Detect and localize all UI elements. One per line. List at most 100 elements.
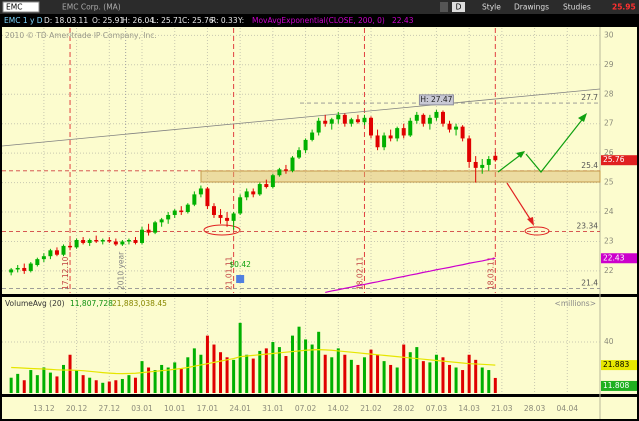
y-tick-label: 28: [604, 89, 614, 98]
event-label: 18.02.11: [355, 256, 364, 290]
volume-box: [601, 380, 637, 391]
volume-bar: [376, 354, 380, 393]
price-level-label: 27.7: [581, 93, 598, 102]
volume-bar: [343, 354, 347, 393]
candle-body: [454, 126, 459, 130]
price-box-label: 25.76: [603, 155, 625, 164]
aggregation[interactable]: D: [456, 3, 462, 12]
y-tick-label: 29: [604, 60, 614, 69]
arrow: [497, 152, 524, 173]
candle-body: [427, 117, 432, 124]
volume-bar: [310, 344, 314, 393]
candle-body: [375, 135, 380, 148]
candle-body: [225, 217, 230, 221]
dividend-label: $0.42: [229, 260, 251, 269]
volume-bar: [88, 377, 92, 393]
volume-bar: [362, 357, 366, 393]
volume-bar: [264, 348, 268, 393]
candle-body: [231, 213, 236, 221]
candle-body: [146, 229, 151, 233]
y-tick-label: 22: [604, 266, 614, 275]
candle-body: [310, 132, 315, 140]
candle-body: [323, 120, 328, 124]
ema-box: [601, 253, 637, 264]
volume-bar: [22, 380, 26, 393]
candle-body: [113, 241, 118, 245]
arrow: [506, 182, 533, 223]
candle-body: [238, 197, 243, 214]
volume-bar: [219, 352, 223, 393]
volume-bar: [94, 380, 98, 393]
volume-bar: [173, 362, 177, 393]
candle-body: [257, 184, 262, 195]
annotation-box: [418, 94, 454, 106]
aggregation-box[interactable]: [452, 2, 465, 12]
candle-body: [159, 219, 164, 223]
candle-body: [480, 164, 485, 168]
volume-bar: [336, 348, 340, 393]
last-price: 25.95: [612, 3, 636, 12]
x-tick-label: 10.01: [164, 404, 186, 413]
volume-bar: [389, 364, 393, 393]
volume-bar: [317, 331, 321, 393]
x-tick-label: 28.03: [524, 404, 546, 413]
candle-body: [277, 169, 282, 176]
volume-bar: [107, 381, 111, 393]
annotation: H: 27.47: [420, 95, 452, 104]
candle-body: [467, 138, 472, 162]
candle-body: [362, 117, 367, 123]
candle-body: [349, 119, 354, 124]
candle-body: [342, 114, 347, 124]
candle-body: [133, 240, 138, 243]
volume-bar: [75, 370, 79, 393]
year-label: 2010 year: [117, 251, 126, 290]
volume-bar: [258, 350, 262, 393]
volume-bar: [212, 344, 216, 393]
arrowhead: [516, 151, 525, 158]
x-tick-label: 27.12: [99, 404, 121, 413]
candle-body: [94, 240, 99, 242]
header-label: H: 26.04: [122, 16, 154, 25]
candle-body: [54, 250, 59, 255]
volume-bar: [330, 357, 334, 393]
candle-body: [336, 114, 341, 120]
symbol-box[interactable]: [2, 1, 40, 13]
toolbar-button[interactable]: Drawings: [514, 3, 549, 12]
volume-bar: [297, 326, 301, 393]
volume-bar: [428, 362, 432, 393]
volume-bar: [474, 359, 478, 393]
avg-box: [601, 360, 637, 371]
symbol[interactable]: EMC: [6, 3, 22, 12]
candle-body: [434, 111, 439, 118]
volume-header: 21,883,038.45: [112, 299, 167, 308]
x-tick-label: 21.02: [360, 404, 382, 413]
candle-body: [486, 159, 491, 165]
support-zone: [200, 170, 601, 183]
x-tick-label: 21.03: [491, 404, 513, 413]
y-tick-label: 30: [604, 30, 614, 39]
volume-bar: [101, 382, 105, 393]
ema-box-label: 22.43: [603, 253, 625, 262]
candle-body: [395, 128, 400, 139]
candle-body: [179, 210, 184, 213]
candle-body: [401, 128, 406, 136]
candle-body: [421, 114, 426, 124]
volume-bar: [441, 357, 445, 393]
volume-bar: [81, 375, 85, 393]
volume-bar: [284, 356, 288, 393]
volume-bar: [382, 361, 386, 393]
volume-bar: [205, 335, 209, 393]
volume-bar: [114, 380, 118, 393]
toolbar-button[interactable]: Style: [482, 3, 501, 12]
candle-body: [316, 120, 321, 133]
volume-bar: [415, 347, 419, 393]
header-label: L: 25.71: [152, 16, 183, 25]
candle-body: [153, 222, 158, 233]
candle-body: [35, 259, 40, 266]
volume-bar: [245, 354, 249, 393]
ellipse: [524, 226, 550, 236]
icon[interactable]: [440, 2, 448, 12]
candle-body: [218, 214, 223, 218]
candle-body: [264, 184, 269, 187]
toolbar-button[interactable]: Studies: [563, 3, 591, 12]
